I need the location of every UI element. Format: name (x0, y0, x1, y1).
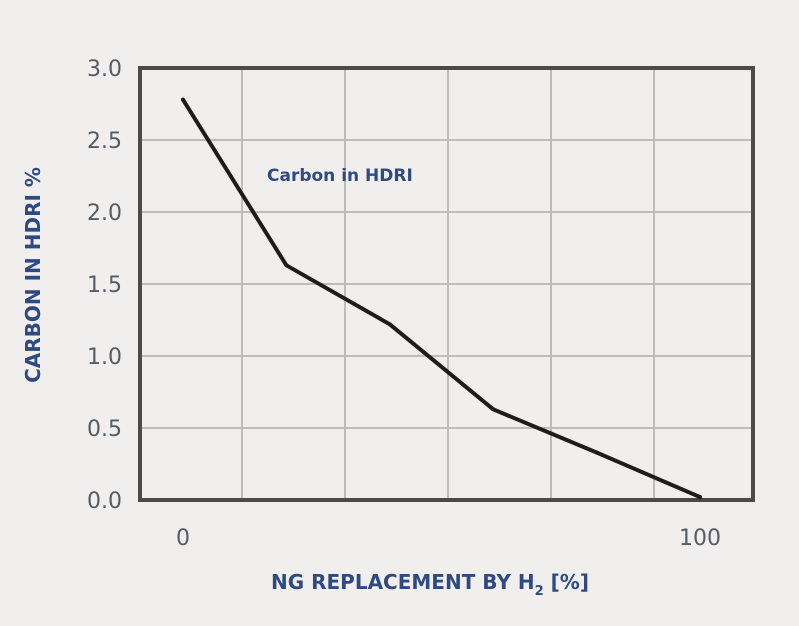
y-tick-label: 3.0 (87, 57, 122, 82)
series-point (698, 495, 702, 500)
y-tick-label: 1.5 (87, 273, 122, 298)
x-axis-title-suffix: [%] (544, 570, 589, 594)
series-annotation: Carbon in HDRI (267, 166, 413, 186)
series-points (181, 97, 702, 500)
y-tick-label: 1.0 (87, 345, 122, 370)
x-tick-label: 100 (679, 526, 721, 551)
series-line (181, 97, 702, 500)
y-tick-label: 2.5 (87, 129, 122, 154)
y-tick-label: 2.0 (87, 201, 122, 226)
y-tick-labels: 0.0 0.5 1.0 1.5 2.0 2.5 3.0 (87, 57, 122, 514)
series-point (491, 407, 496, 412)
series-point (181, 97, 185, 102)
series-point (387, 322, 392, 327)
plot-border (138, 66, 755, 502)
x-axis-title-main: NG REPLACEMENT BY H (271, 570, 535, 594)
grid-lines (140, 68, 753, 500)
series-point (284, 263, 289, 268)
series-point (594, 450, 599, 455)
x-axis-title-subscript: 2 (535, 584, 544, 599)
x-tick-label: 0 (176, 526, 190, 551)
y-tick-label: 0.5 (87, 417, 122, 442)
y-axis-title: CARBON IN HDRI % (21, 167, 45, 383)
x-axis-title: NG REPLACEMENT BY H2 [%] (271, 570, 589, 599)
x-tick-labels: 0 100 (176, 526, 721, 551)
y-tick-label: 0.0 (87, 489, 122, 514)
